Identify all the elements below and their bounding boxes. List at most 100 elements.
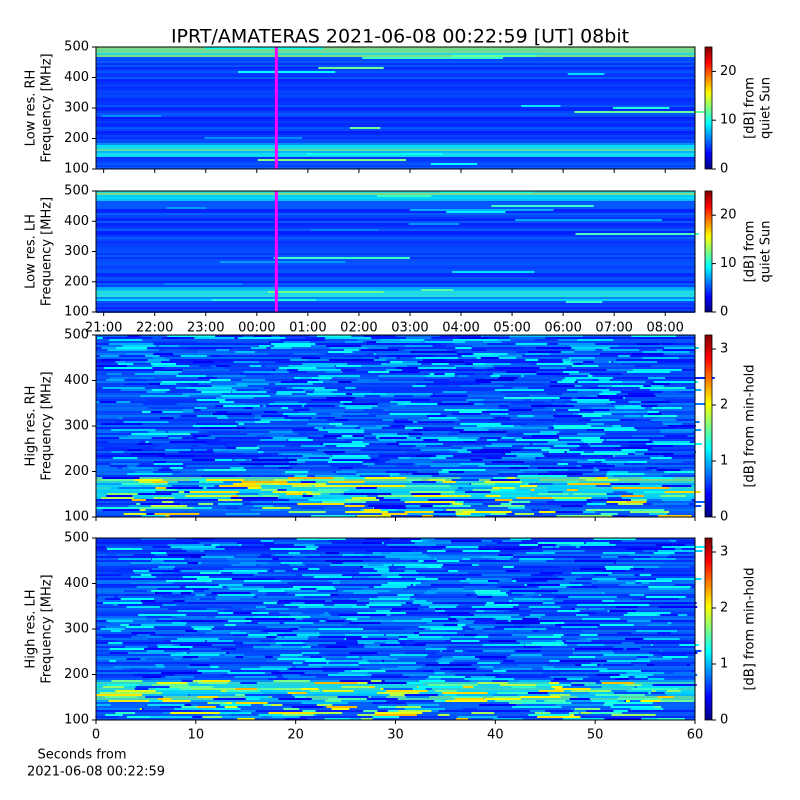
spectrogram-noise: [205, 443, 228, 445]
spectrogram-noise: [368, 602, 406, 604]
spectrogram-noise: [582, 618, 620, 620]
spectrogram-noise: [193, 449, 207, 451]
spectrogram-noise: [439, 191, 533, 193]
spectrogram-noise: [530, 608, 572, 610]
spectrogram-noise: [454, 365, 493, 367]
spectrogram-noise: [288, 511, 326, 513]
spectrogram-noise: [615, 379, 631, 381]
spectrogram-row: [96, 542, 695, 544]
spectrogram-noise: [426, 590, 464, 592]
spectrogram-noise: [359, 441, 397, 443]
spectrogram-noise: [363, 409, 384, 411]
spectrogram-noise: [127, 335, 140, 337]
spectrogram-noise: [284, 622, 314, 624]
spectrogram-row: [96, 568, 695, 570]
spectrogram-noise: [444, 429, 489, 431]
spectrogram-noise: [374, 712, 423, 714]
spectrogram-noise: [488, 505, 525, 507]
spectrogram-noise: [540, 572, 563, 574]
spectrogram-noise: [191, 538, 215, 540]
spectrogram-noise: [517, 664, 548, 666]
spectrogram-noise: [116, 640, 164, 642]
spectrogram-noise: [437, 403, 474, 405]
spectrogram-noise: [110, 463, 140, 465]
spectrogram-noise: [462, 511, 480, 513]
colorbar-tick-label: 1: [720, 657, 728, 672]
spectrogram-noise: [401, 646, 432, 648]
spectrogram-noise: [185, 387, 232, 389]
spectrogram-noise: [402, 361, 418, 363]
spectrogram-noise: [543, 672, 560, 674]
spectrogram-noise: [553, 409, 590, 411]
spectrogram-noise: [569, 712, 580, 714]
spectrogram-noise: [645, 596, 686, 598]
spectrogram-noise: [148, 471, 182, 473]
spectrogram-noise: [127, 435, 168, 437]
spectrogram-noise: [344, 505, 365, 507]
spectrogram-noise: [444, 409, 487, 411]
spectrogram-noise: [194, 337, 235, 339]
spectrogram-row: [96, 351, 695, 353]
spectrogram-noise: [646, 461, 683, 463]
spectrogram-noise: [101, 359, 120, 361]
spectrogram-noise: [110, 630, 122, 632]
spectrogram-noise: [357, 365, 408, 367]
spectrogram-row: [96, 289, 695, 291]
spectrogram-noise: [202, 459, 232, 461]
spectrogram-noise: [656, 544, 686, 546]
spectrogram-noise: [336, 437, 365, 439]
spectrogram-noise: [591, 700, 618, 702]
spectrogram-noise: [462, 658, 507, 660]
spectrogram-noise: [181, 620, 223, 622]
spectrogram-noise: [273, 688, 315, 690]
spectrogram-noise: [491, 205, 594, 207]
spectrogram-noise: [401, 357, 413, 359]
spectrogram-noise: [440, 668, 476, 670]
spectrogram-noise: [464, 634, 478, 636]
y-axis-label: Frequency [MHz]: [40, 371, 55, 480]
spectrogram-row: [96, 656, 695, 658]
spectrogram-noise: [522, 684, 572, 686]
spectrogram-row: [96, 467, 695, 469]
spectrogram-noise: [636, 658, 672, 660]
spectrogram-noise: [174, 602, 188, 604]
spectrogram-noise: [293, 409, 310, 411]
spectrogram-noise: [236, 389, 276, 391]
spectrogram-noise: [409, 457, 430, 459]
spectrogram-noise: [642, 351, 690, 353]
spectrogram-noise: [662, 499, 692, 501]
colorbar-tick-label: 2: [720, 398, 728, 413]
spectrogram-noise: [260, 554, 272, 556]
spectrogram-noise: [643, 550, 655, 552]
spectrogram-noise: [142, 622, 173, 624]
spectrogram-noise: [637, 343, 660, 345]
spectrogram-noise: [407, 704, 440, 706]
spectrogram-noise: [463, 441, 476, 443]
spectrogram-noise: [474, 590, 501, 592]
spectrogram-noise: [532, 443, 560, 445]
spectrogram-noise: [539, 690, 564, 692]
spectrogram-noise: [316, 417, 335, 419]
spectrogram-noise: [552, 421, 599, 423]
spectrogram-noise: [407, 513, 457, 515]
spectrogram-noise: [98, 708, 140, 710]
spectrogram-noise: [148, 407, 195, 409]
spectrogram-noise: [312, 704, 333, 706]
spectrogram-noise: [295, 479, 345, 481]
spectrogram-row: [96, 127, 695, 129]
spectrogram-noise: [478, 538, 511, 540]
colorbar-tick-label: 20: [720, 64, 737, 79]
spectrogram-noise: [574, 560, 617, 562]
spectrogram-noise: [647, 451, 697, 453]
spectrogram-noise: [182, 576, 199, 578]
spectrogram-noise: [629, 594, 645, 596]
spectrogram-noise: [298, 411, 344, 413]
spectrogram-noise: [496, 692, 528, 694]
spectrogram: [96, 335, 715, 517]
x-tick-label: 00:00: [238, 321, 275, 336]
spectrogram-row: [96, 431, 695, 433]
y-tick-label: 300: [64, 101, 89, 116]
spectrogram-noise: [553, 415, 583, 417]
spectrogram-noise: [339, 616, 370, 618]
spectrogram-noise: [571, 347, 610, 349]
